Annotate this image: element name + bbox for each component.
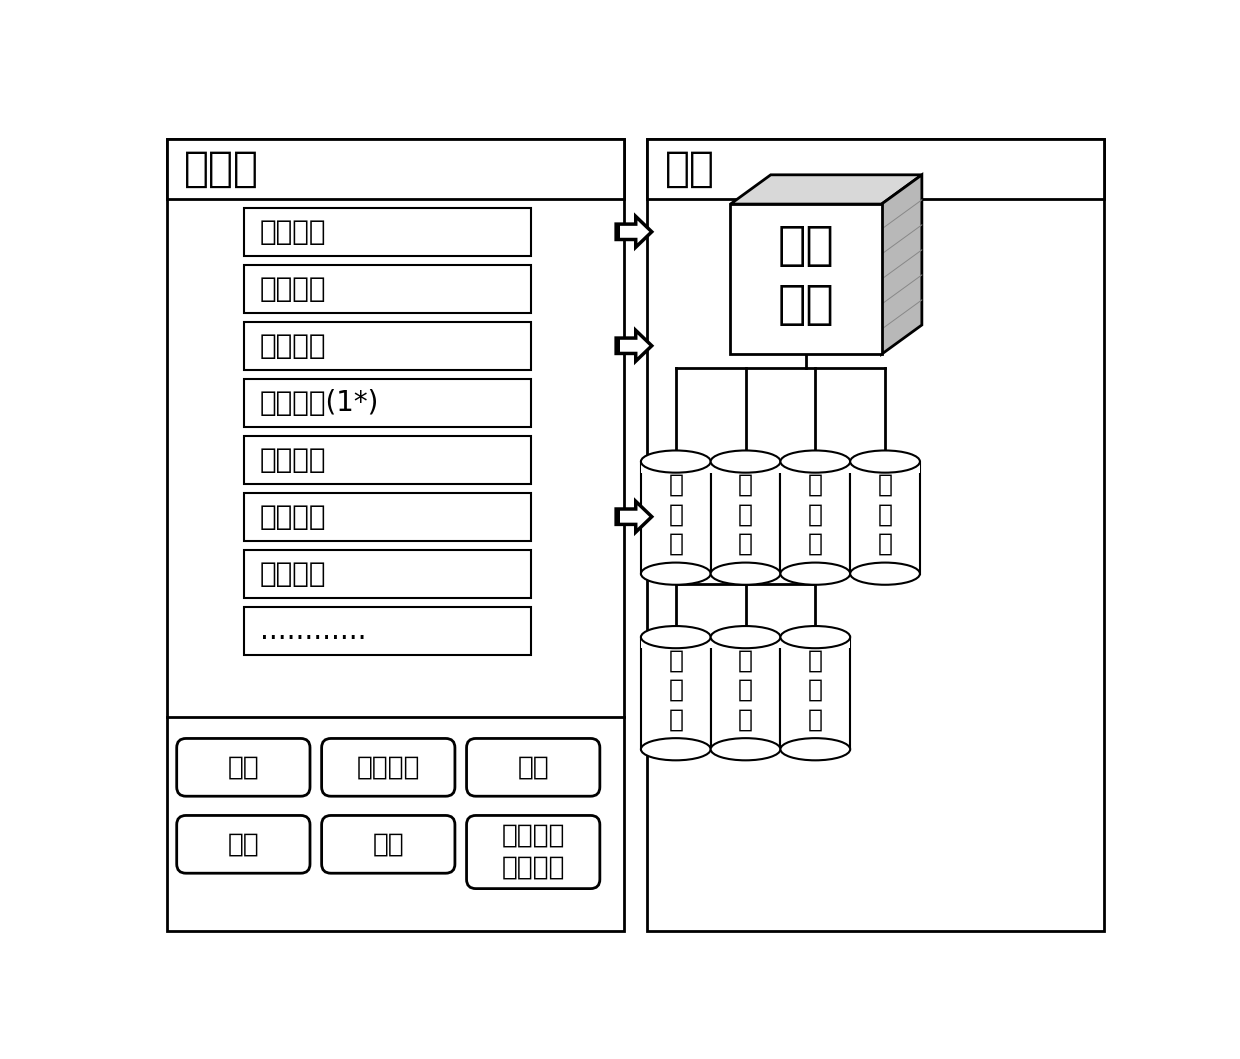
Text: 参数: 参数: [517, 754, 549, 780]
Text: 子
对
象: 子 对 象: [668, 472, 683, 556]
Bar: [244, 208, 531, 255]
Bar: [780, 638, 851, 749]
Bar: [780, 461, 851, 472]
Text: 空间语义
信息解析: 空间语义 信息解析: [501, 823, 565, 881]
Ellipse shape: [711, 562, 780, 585]
Ellipse shape: [711, 450, 780, 472]
Bar: [244, 607, 531, 654]
Bar: [616, 338, 620, 354]
FancyBboxPatch shape: [176, 738, 310, 796]
Ellipse shape: [711, 738, 780, 760]
Text: 子
对
象: 子 对 象: [807, 472, 823, 556]
Bar: [711, 461, 780, 472]
FancyBboxPatch shape: [321, 815, 455, 874]
Bar: [244, 379, 531, 427]
Text: 灯光模型(1*): 灯光模型(1*): [259, 389, 379, 417]
Ellipse shape: [780, 738, 851, 760]
Bar: [616, 338, 636, 354]
Text: 动作和行: 动作和行: [357, 754, 420, 780]
Text: 子
对
象: 子 对 象: [878, 472, 893, 556]
Ellipse shape: [641, 450, 711, 472]
Bar: [641, 462, 711, 574]
Text: 子
对
象: 子 对 象: [738, 648, 753, 732]
Bar: [711, 638, 780, 749]
FancyBboxPatch shape: [466, 815, 600, 889]
Ellipse shape: [780, 626, 851, 648]
Polygon shape: [882, 175, 921, 354]
Polygon shape: [730, 175, 921, 204]
Bar: [730, 204, 882, 354]
Bar: [780, 636, 851, 648]
Ellipse shape: [641, 562, 711, 585]
FancyBboxPatch shape: [466, 738, 600, 796]
Bar: [851, 461, 920, 472]
Bar: [166, 139, 624, 199]
Ellipse shape: [851, 562, 920, 585]
Ellipse shape: [711, 626, 780, 648]
Bar: [616, 509, 620, 524]
Text: 子
对
象: 子 对 象: [738, 472, 753, 556]
Bar: [616, 225, 636, 239]
Bar: [711, 462, 780, 574]
Text: 管廊模型: 管廊模型: [259, 218, 326, 246]
Bar: [647, 139, 1105, 931]
Bar: [244, 492, 531, 540]
Polygon shape: [616, 216, 652, 247]
Bar: [780, 462, 851, 574]
Ellipse shape: [851, 450, 920, 472]
Text: 更新: 更新: [227, 831, 259, 858]
Bar: [711, 636, 780, 648]
Text: 支架模型: 支架模型: [259, 331, 326, 360]
FancyBboxPatch shape: [176, 815, 310, 874]
Bar: [244, 265, 531, 312]
Text: 框架
对象: 框架 对象: [777, 225, 835, 328]
Text: 墙体模型: 墙体模型: [259, 274, 326, 303]
Ellipse shape: [641, 738, 711, 760]
FancyBboxPatch shape: [321, 738, 455, 796]
Bar: [244, 550, 531, 597]
Bar: [641, 636, 711, 648]
Text: ............: ............: [259, 616, 366, 645]
Text: 场景: 场景: [665, 147, 715, 190]
Text: 子
对
象: 子 对 象: [668, 648, 683, 732]
Bar: [244, 436, 531, 484]
Text: 模型库: 模型库: [185, 147, 259, 190]
Text: 形体: 形体: [227, 754, 259, 780]
Text: 楼梯模型: 楼梯模型: [259, 446, 326, 473]
Polygon shape: [616, 330, 652, 361]
Text: 管点模型: 管点模型: [259, 559, 326, 588]
Ellipse shape: [780, 450, 851, 472]
Bar: [851, 462, 920, 574]
Bar: [244, 322, 531, 370]
Bar: [166, 139, 624, 931]
Bar: [641, 638, 711, 749]
Text: 管线模型: 管线模型: [259, 503, 326, 531]
Bar: [616, 225, 620, 239]
Text: 渲染: 渲染: [372, 831, 404, 858]
Ellipse shape: [641, 626, 711, 648]
Bar: [616, 509, 636, 524]
Text: 子
对
象: 子 对 象: [807, 648, 823, 732]
Bar: [641, 461, 711, 472]
Ellipse shape: [780, 562, 851, 585]
Polygon shape: [616, 501, 652, 532]
Bar: [647, 139, 1105, 199]
